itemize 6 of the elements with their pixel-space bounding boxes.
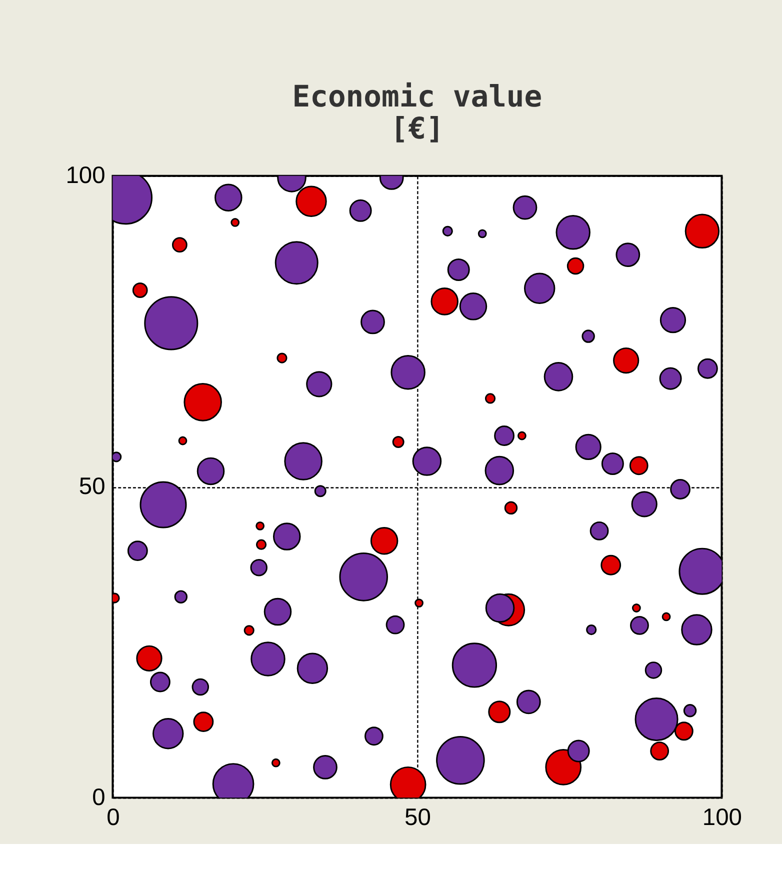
x-tick-label: 50 [404, 804, 431, 831]
y-tick-label: 100 [66, 163, 106, 190]
y-tick-label: 50 [78, 474, 106, 500]
x-tick-label: 100 [702, 804, 742, 831]
chart-title: Economic value [€] [292, 78, 542, 146]
y-tick-label: 0 [92, 785, 106, 812]
